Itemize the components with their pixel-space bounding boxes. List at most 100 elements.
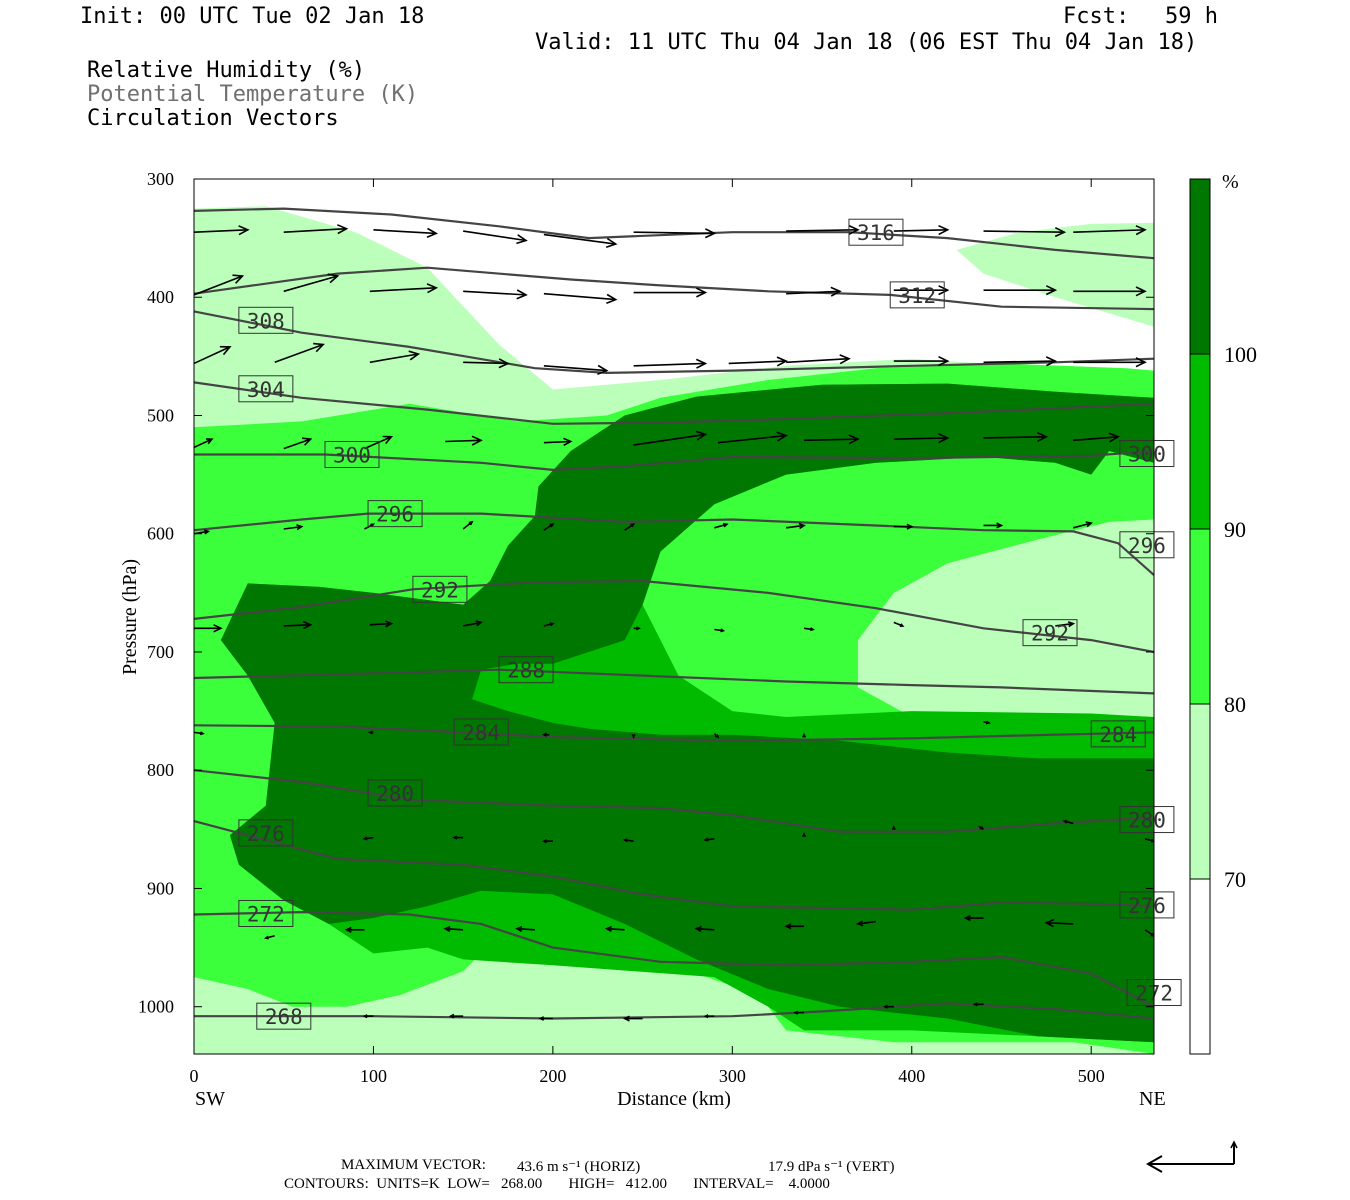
legend-vectors: Circulation Vectors [87,106,339,131]
circulation-vector [194,438,214,449]
circulation-vector [713,732,720,739]
theta-label-284: 284 [453,718,509,746]
circulation-vector [445,435,483,446]
circulation-vector [963,914,984,922]
circulation-vector [274,342,325,364]
theta-label-296: 296 [367,500,423,528]
circulation-vector [283,224,349,235]
legend-rh: Relative Humidity (%) [87,58,366,83]
colorbar-segment [1189,178,1211,355]
theta-label-308: 308 [238,306,294,334]
circulation-vector [194,274,245,296]
circulation-vector [1073,521,1093,529]
circulation-vector [264,934,275,940]
rh-region-100 [220,383,1154,1043]
circulation-vector [978,825,984,831]
circulation-vector [633,287,708,298]
circulation-vector [803,627,815,632]
circulation-vector [893,523,914,530]
theta-contour-284 [194,724,1154,742]
theta-contour-292 [194,579,1154,654]
circulation-vector [622,1015,643,1022]
theta-label-312: 312 [889,281,945,309]
circulation-vector [714,522,729,529]
theta-contour-312 [194,266,1154,311]
theta-label-280: 280 [367,779,423,807]
circulation-vector [983,431,1049,443]
theta-label-280: 280 [1119,806,1175,834]
circulation-vector [633,358,708,369]
circulation-vector [893,433,950,444]
circulation-vector [631,734,636,739]
colorbar-tick-label: 90 [1224,517,1246,542]
x-tick-label: 400 [898,1066,925,1086]
x-end-left-label: SW [195,1088,225,1110]
svg-text:300: 300 [1128,443,1166,467]
axes-layer: 0 100 200 300 400 500 300 400 500 600 700 800 900 100… [138,169,1154,1086]
theta-contour-288 [194,668,1154,695]
theta-label-284: 284 [1090,720,1146,748]
circulation-vector [983,285,1058,296]
theta-contour-296 [194,512,1154,576]
rh-fill-layer [194,206,1154,1054]
x-tick-label: 0 [190,1066,199,1086]
circulation-vector [624,523,636,531]
circulation-vector [362,1014,374,1019]
theta-contour-layer [194,207,1154,1020]
theta-label-300: 300 [324,441,380,469]
circulation-vector [972,1002,984,1007]
circulation-vector [463,230,528,245]
theta-label-300: 300 [1119,440,1175,468]
y-tick-label: 400 [147,287,174,307]
theta-label-304: 304 [238,375,294,403]
circulation-vector [1073,357,1147,368]
circulation-vector [786,224,860,236]
svg-text:296: 296 [1128,534,1166,558]
circulation-vector [543,364,609,375]
circulation-vector [882,1004,894,1009]
circulation-vector [856,920,876,927]
svg-text:268: 268 [265,1005,303,1029]
circulation-vector [543,233,618,248]
theta-label-288: 288 [498,656,554,684]
max-vector-horiz: 43.6 m s⁻¹ (HORIZ) [517,1159,641,1175]
theta-label-292: 292 [412,575,468,603]
circulation-vector [1055,621,1076,628]
colorbar-segment [1189,878,1211,1055]
svg-text:280: 280 [1128,809,1166,833]
circulation-vector [194,225,250,236]
circulation-vector [714,628,726,633]
circulation-vector [983,720,991,725]
circulation-vector [802,832,807,838]
circulation-vector [452,835,464,840]
circulation-vector [542,839,553,844]
y-tick-label: 1000 [138,997,174,1017]
legend-theta: Potential Temperature (K) [87,82,419,107]
circulation-vector [543,292,618,304]
circulation-vector [1073,432,1120,443]
circulation-vector [893,621,905,627]
theta-contour-308 [194,310,1154,375]
reference-vector [1145,1140,1238,1173]
svg-text:292: 292 [1031,622,1069,646]
x-tick-label: 500 [1078,1066,1105,1086]
init-time: Init: 00 UTC Tue 02 Jan 18 [80,4,425,29]
colorbar-tick-label: 70 [1224,867,1246,892]
circulation-vector [633,430,708,446]
colorbar-tick-label: 80 [1224,692,1246,717]
svg-text:276: 276 [247,822,285,846]
circulation-vector [786,354,851,365]
circulation-vector [703,837,715,842]
circulation-vector [448,1013,464,1019]
x-axis-label: Distance (km) [617,1088,731,1110]
y-tick-label: 800 [147,760,174,780]
forecast-label: Fcst: [1063,4,1130,29]
colorbar-segment [1189,353,1211,530]
circulation-vector [604,925,625,933]
circulation-vector [369,620,394,628]
contours-summary: CONTOURS: UNITS=K LOW= 268.00 HIGH= 412.… [284,1176,830,1192]
circulation-vector [542,732,550,737]
svg-text:284: 284 [462,721,500,745]
circulation-vector [786,286,842,297]
